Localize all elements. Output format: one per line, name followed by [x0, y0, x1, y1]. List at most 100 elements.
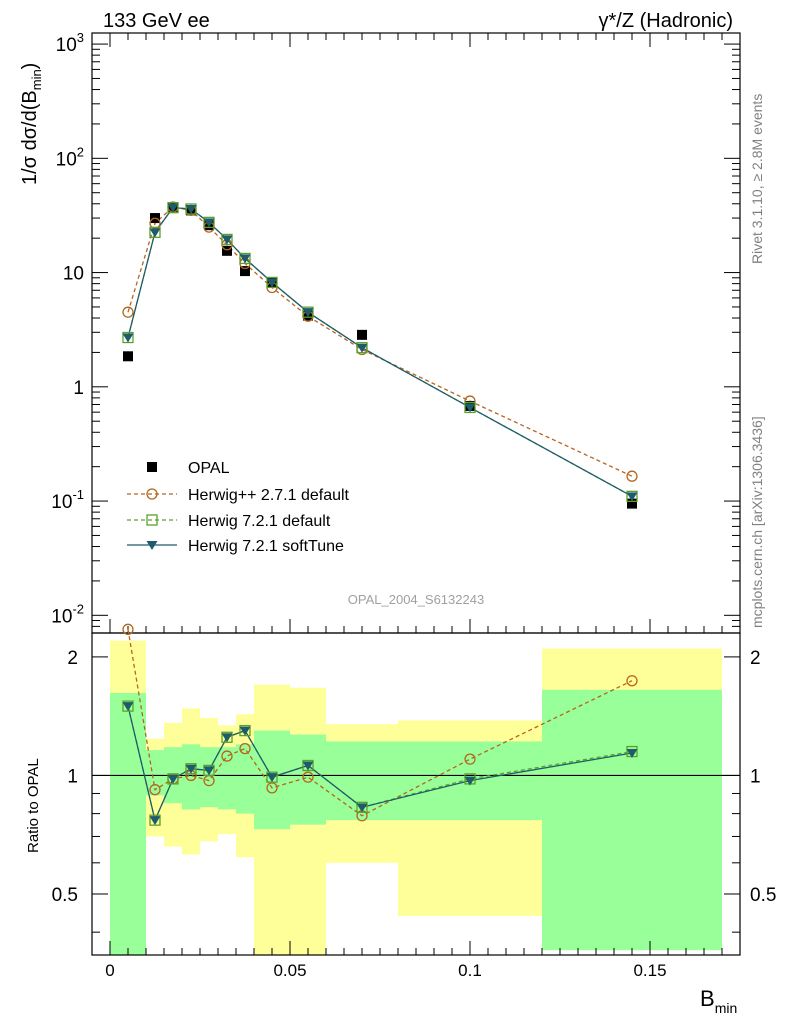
- y-axis-label-sub: min: [29, 69, 44, 90]
- y-tick-label-0: 10-2: [51, 601, 84, 627]
- y-tick-label-exponent: -1: [72, 487, 84, 502]
- legend: OPAL Herwig++ 2.7.1 default Herwig 7.2.1 d…: [127, 460, 350, 555]
- ratio-point-s1-11: [626, 675, 638, 687]
- band-green-3: [182, 744, 200, 810]
- ratio-point-s3-7: [266, 773, 278, 783]
- point-s3-4: [203, 218, 215, 228]
- y-tick-label-exponent: -2: [72, 601, 84, 616]
- band-green-4: [200, 747, 218, 808]
- x-axis-label-sub: min: [715, 1000, 738, 1016]
- legend-label-0: OPAL: [188, 460, 230, 477]
- band-green-0: [110, 692, 146, 955]
- legend-label-3: Herwig 7.2.1 softTune: [188, 538, 344, 555]
- legend-label-1: Herwig++ 2.7.1 default: [188, 487, 350, 504]
- ratio-tick-label-left-1: 1: [67, 766, 78, 787]
- analysis-id-label: OPAL_2004_S6132243: [348, 592, 484, 607]
- series-line-main-1: [127, 206, 633, 477]
- ratio-point-s3-2: [167, 774, 179, 784]
- side-label-top: Rivet 3.1.10, ≥ 2.8M events: [749, 94, 765, 264]
- ratio-point-s3-4: [203, 766, 215, 776]
- point-s3-11: [626, 492, 638, 502]
- point-s3-7: [266, 278, 278, 288]
- point-s3-1: [149, 228, 161, 238]
- point-s3-6: [239, 254, 251, 264]
- legend-marker-1: [146, 488, 158, 500]
- point-s1-11: [626, 470, 638, 482]
- point-s3-0: [122, 333, 134, 343]
- y-tick-label-exponent: 3: [77, 30, 84, 45]
- x-tick-label-0: 0: [105, 961, 114, 980]
- x-axis-label-main: B: [700, 986, 715, 1011]
- series-markers: [122, 201, 638, 826]
- x-axis-label: Bmin: [700, 986, 737, 1016]
- ratio-point-s3-1: [149, 816, 161, 826]
- y-axis-label-close: ): [19, 63, 41, 70]
- band-green-5: [218, 747, 236, 810]
- ratio-uncertainty-bands: [110, 640, 722, 955]
- point-s0-11: [627, 498, 637, 509]
- point-s3-8: [302, 308, 314, 318]
- band-green-8: [290, 734, 326, 825]
- ratio-point-s3-8: [302, 761, 314, 771]
- x-tick-label-3: 0.15: [633, 961, 666, 980]
- series-line-ratio-3: [127, 705, 633, 823]
- ratio-tick-label-right-2: 2: [750, 648, 761, 669]
- ratio-point-s3-3: [185, 764, 197, 774]
- y-tick-label-base: 10: [56, 149, 77, 170]
- point-s3-3: [185, 205, 197, 215]
- legend-marker-2: [146, 514, 158, 526]
- y-tick-label-2: 1: [73, 378, 84, 399]
- point-s1-1: [149, 217, 161, 229]
- band-green-6: [236, 744, 254, 814]
- y-tick-label-base: 10: [51, 492, 72, 513]
- x-tick-label-2: 0.1: [458, 961, 482, 980]
- band-green-11: [542, 689, 722, 951]
- ratio-tick-label-right-1: 1: [750, 766, 761, 787]
- ratio-point-s1-5: [221, 750, 233, 762]
- point-s3-2: [167, 203, 179, 213]
- point-s3-5: [221, 235, 233, 245]
- y-axis-label-main: 1/σ dσ/d(B: [19, 90, 41, 185]
- ratio-point-s3-9: [356, 803, 368, 813]
- ratio-tick-label-left-2: 2: [67, 648, 78, 669]
- legend-marker-0: [147, 462, 157, 472]
- ratio-y-axis-label: Ratio to OPAL: [25, 758, 42, 853]
- point-s0-5: [222, 245, 232, 256]
- title-right: γ*/Z (Hadronic): [599, 10, 733, 32]
- ratio-point-s1-6: [239, 742, 251, 755]
- legend-label-2: Herwig 7.2.1 default: [188, 513, 331, 530]
- ratio-point-s1-7: [266, 782, 278, 794]
- y-tick-label-5: 103: [56, 30, 84, 56]
- point-s0-9: [357, 329, 367, 340]
- y-tick-label-exponent: 2: [77, 144, 84, 159]
- ratio-point-s3-0: [122, 702, 134, 712]
- ratio-point-s3-5: [221, 733, 233, 743]
- y-tick-label-1: 10-1: [51, 487, 84, 513]
- series-line-main-2: [127, 206, 633, 497]
- y-tick-label-4: 102: [56, 144, 84, 170]
- legend-marker-3: [146, 541, 158, 550]
- ratio-point-s3-10: [464, 776, 476, 786]
- ratio-point-s3-11: [626, 749, 638, 759]
- ratio-point-s1-1: [149, 784, 161, 796]
- x-tick-label-1: 0.05: [273, 961, 306, 980]
- ratio-point-s3-6: [239, 726, 251, 736]
- ratio-point-s1-10: [464, 753, 476, 765]
- y-tick-label-3: 10: [63, 264, 84, 285]
- side-label-bottom: mcplots.cern.ch [arXiv:1306.3436]: [749, 416, 765, 628]
- ratio-tick-label-right-0: 0.5: [750, 885, 776, 906]
- ratio-tick-label-left-0: 0.5: [52, 885, 78, 906]
- y-tick-label-base: 10: [51, 606, 72, 627]
- series-line-ratio-1: [127, 629, 633, 817]
- point-s1-0: [122, 306, 134, 318]
- y-tick-label-base: 10: [56, 35, 77, 56]
- title-left: 133 GeV ee: [103, 10, 210, 32]
- series-line-main-3: [127, 206, 633, 497]
- ratio-point-s1-8: [302, 771, 314, 783]
- ratio-point-s1-0: [122, 623, 134, 635]
- point-s0-6: [240, 266, 250, 277]
- point-s3-10: [464, 403, 476, 413]
- point-s3-9: [356, 343, 368, 353]
